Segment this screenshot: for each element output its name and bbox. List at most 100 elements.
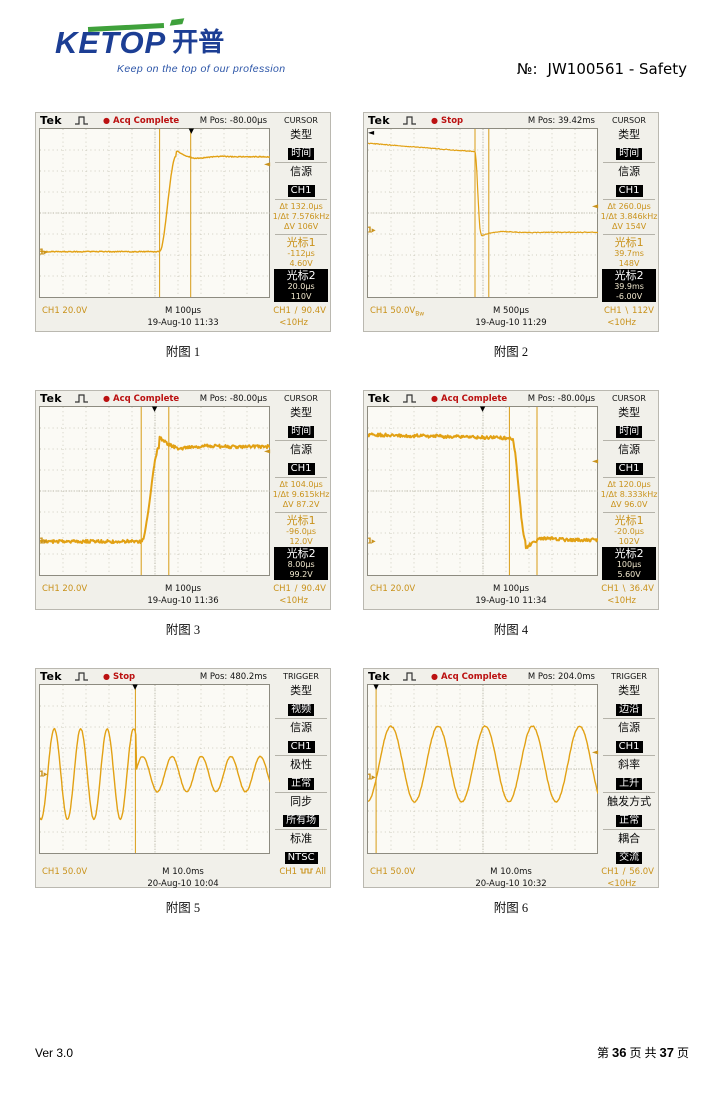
- menu-separator: [275, 199, 327, 200]
- acquisition-status: ● Acq Complete: [103, 115, 180, 126]
- figure-block-5: Tek ● Stop M Pos: 480.2ms TRIGGER 1▸ ▼ 类型 视频 信源 CH…: [35, 668, 331, 916]
- menu-title: CURSOR: [612, 116, 646, 125]
- scope-bottom-row2: 20-Aug-10 10:04: [36, 879, 330, 891]
- record-dot-icon: ●: [431, 115, 439, 125]
- cursor-delta-readout: 1/Δt 9.615kHz: [272, 490, 330, 499]
- scope-status-bar: Tek ● Acq Complete M Pos: -80.00µs CURSOR: [364, 391, 658, 406]
- waveform-display: 1▸ ▼: [39, 683, 271, 854]
- tek-brand: Tek: [368, 114, 391, 127]
- menu-separator: [275, 477, 327, 478]
- cursor2-block: 光标2 20.0µs 110V: [274, 269, 328, 302]
- vertical-scale-readout: CH1 50.0VBw: [370, 306, 425, 318]
- trigger-level-arrow: ◄: [264, 159, 271, 169]
- scope-body: 1▸ ◄ ▼ 类型 边沿 信源 CH1 斜率 上升 触发方式 正常 耦合 交流: [364, 683, 658, 864]
- menu-separator: [275, 162, 327, 163]
- acquisition-status: ● Stop: [431, 115, 464, 126]
- channel1-marker: 1▸: [367, 225, 376, 235]
- scope-bottom-row1: CH1 50.0V M 10.0ms CH1 / 56.0V: [364, 867, 658, 879]
- oscilloscope-screenshot: Tek ● Acq Complete M Pos: -80.00µs CURSOR 1▸ ◄…: [35, 112, 331, 332]
- record-dot-icon: ●: [431, 671, 439, 681]
- menu-separator: [603, 199, 655, 200]
- scope-status-bar: Tek ● Acq Complete M Pos: 204.0ms TRIGGER: [364, 669, 658, 684]
- menu-separator: [275, 792, 327, 793]
- scope-status-bar: Tek ● Acq Complete M Pos: -80.00µs CURSOR: [36, 113, 330, 128]
- menu-item-value: CH1: [615, 185, 643, 197]
- menu-item-label: 信源: [618, 443, 641, 456]
- graticule-and-trace: [40, 685, 270, 853]
- menu-item-value: 视频: [288, 704, 315, 716]
- scope-bottom-row2: 20-Aug-10 10:32 <10Hz: [364, 879, 658, 891]
- document-number: №: JW100561 - Safety: [517, 60, 687, 78]
- cursor1-value: 12.0V: [289, 536, 313, 546]
- rising-slope-icon: /: [294, 584, 298, 594]
- menu-separator: [603, 512, 655, 513]
- cursor1-value: -96.0µs: [286, 527, 317, 536]
- scope-body: 1▸ ◄ ◄ 类型 时间 信源 CH1 Δt 260.0µs 1/Δt 3.846kHz ΔV 1…: [364, 128, 658, 303]
- channel1-marker: 1▸: [367, 772, 376, 782]
- scope-side-menu: 类型 时间 信源 CH1 Δt 132.0µs 1/Δt 7.576kHz ΔV 106V 光…: [272, 128, 330, 303]
- trigger-frequency-readout: <10Hz: [607, 318, 636, 328]
- timebase-readout: M 100µs: [492, 584, 530, 594]
- cursor1-value: 102V: [618, 536, 640, 546]
- logo-green-leaf-icon: [169, 18, 185, 26]
- trigger-frequency-readout: <10Hz: [279, 596, 308, 606]
- waveform-display: 1▸ ◄ ▼: [39, 405, 271, 576]
- waveform-display: 1▸ ◄ ◄: [367, 128, 599, 298]
- trigger-slope-icon: [75, 672, 89, 681]
- trigger-readout: CH1 / 56.0V: [601, 867, 654, 877]
- menu-separator: [275, 829, 327, 830]
- figure-block-1: Tek ● Acq Complete M Pos: -80.00µs CURSOR 1▸ ◄…: [35, 112, 331, 360]
- trigger-readout: CH1 All: [279, 867, 326, 877]
- cursor-delta-readout: Δt 132.0µs: [279, 202, 323, 211]
- cursor2-label: 光标2: [614, 547, 644, 560]
- trigger-readout: CH1 \ 36.4V: [601, 584, 654, 594]
- bandwidth-limit-suffix: Bw: [415, 310, 425, 318]
- horizontal-position-readout: M Pos: -80.00µs: [199, 115, 267, 126]
- datetime-readout: 20-Aug-10 10:04: [147, 879, 219, 889]
- scope-status-bar: Tek ● Acq Complete M Pos: -80.00µs CURSOR: [36, 391, 330, 406]
- trigger-level-arrow: ◄: [592, 747, 599, 757]
- trigger-level-arrow: ◄: [592, 456, 599, 466]
- scope-status-bar: Tek ● Stop M Pos: 480.2ms TRIGGER: [36, 669, 330, 684]
- menu-separator: [603, 162, 655, 163]
- menu-separator: [603, 829, 655, 830]
- menu-title: TRIGGER: [611, 672, 647, 681]
- ch1-waveform-trace: [40, 435, 270, 545]
- channel1-marker: 1▸: [367, 536, 376, 546]
- menu-item-value: 上升: [616, 778, 643, 790]
- timebase-readout: M 100µs: [164, 306, 202, 316]
- scope-body: 1▸ ▼ 类型 视频 信源 CH1 极性 正常 同步 所有场 标准 NTSC: [36, 683, 330, 864]
- waveform-display: 1▸ ◄ ▼: [367, 405, 599, 576]
- trigger-slope-icon: [75, 116, 89, 125]
- horizontal-position-readout: M Pos: -80.00µs: [199, 393, 267, 404]
- trigger-position-marker: ▼: [373, 683, 379, 691]
- menu-separator: [275, 512, 327, 513]
- datetime-readout: 20-Aug-10 10:32: [475, 879, 547, 889]
- menu-item-value: CH1: [287, 185, 315, 197]
- channel1-marker: 1▸: [39, 769, 48, 779]
- trigger-readout: CH1 \ 112V: [603, 306, 654, 316]
- menu-item-label: 同步: [290, 795, 313, 808]
- page-middle: 页 共: [629, 1046, 657, 1060]
- scope-status-bar: Tek ● Stop M Pos: 39.42ms CURSOR: [364, 113, 658, 128]
- cursor-delta-readout: ΔV 154V: [611, 222, 647, 231]
- menu-item-value: 时间: [288, 148, 315, 160]
- menu-separator: [603, 755, 655, 756]
- trigger-slope-icon: [75, 394, 89, 403]
- cursor2-block: 光标2 8.00µs 99.2V: [274, 547, 328, 580]
- trigger-frequency-readout: <10Hz: [279, 318, 308, 328]
- vertical-scale-readout: CH1 20.0V: [42, 306, 88, 316]
- cursor2-block: 光标2 100µs 5.60V: [602, 547, 656, 580]
- menu-separator: [275, 718, 327, 719]
- channel1-marker: 1▸: [39, 247, 48, 257]
- oscilloscope-screenshot: Tek ● Stop M Pos: 480.2ms TRIGGER 1▸ ▼ 类型 视频 信源 CH…: [35, 668, 331, 891]
- cursor2-value: 99.2V: [289, 569, 313, 579]
- horizontal-position-readout: M Pos: 39.42ms: [527, 115, 595, 126]
- acquisition-status: ● Acq Complete: [431, 393, 508, 404]
- acquisition-status: ● Acq Complete: [431, 671, 508, 682]
- tek-brand: Tek: [40, 670, 63, 683]
- cursor-delta-readout: 1/Δt 8.333kHz: [600, 490, 658, 499]
- page-total: 37: [659, 1045, 674, 1060]
- menu-separator: [603, 718, 655, 719]
- figure-block-6: Tek ● Acq Complete M Pos: 204.0ms TRIGGER 1▸ ◄…: [363, 668, 659, 916]
